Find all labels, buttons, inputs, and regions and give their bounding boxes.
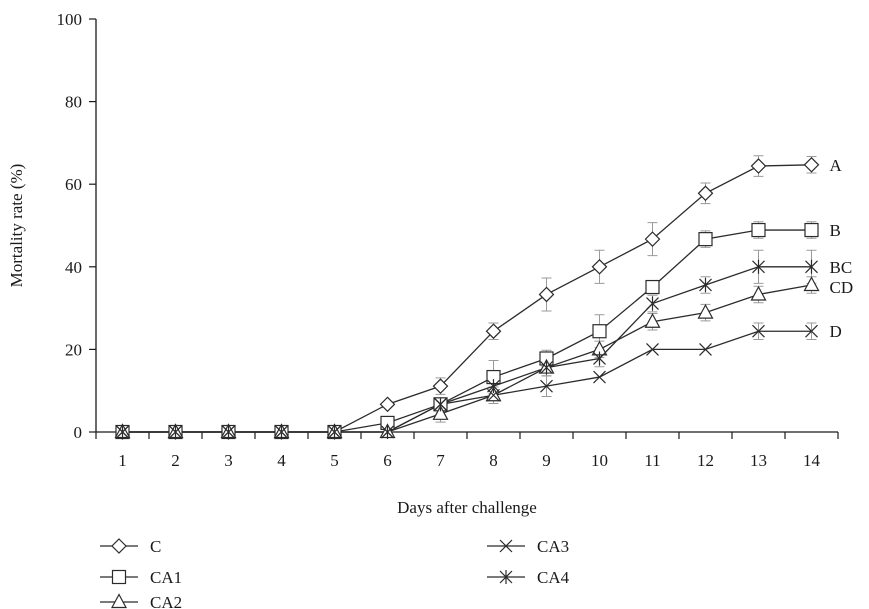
- x-tick-label: 13: [750, 451, 767, 470]
- y-tick-label: 0: [74, 423, 83, 442]
- point-ca2: [697, 303, 714, 319]
- y-tick-label: 40: [65, 258, 82, 277]
- point-c: [644, 231, 661, 247]
- point-ca3: [646, 342, 659, 356]
- point-ca4: [381, 425, 394, 439]
- point-ca4: [275, 425, 288, 439]
- y-tick-label: 20: [65, 340, 82, 359]
- x-tick-label: 8: [489, 451, 498, 470]
- legend-marker: [110, 593, 128, 609]
- point-c: [432, 378, 449, 395]
- point-c: [697, 185, 714, 202]
- point-ca3: [752, 324, 765, 338]
- point-c: [538, 286, 555, 303]
- end-label: A: [830, 156, 843, 175]
- y-tick-label: 80: [65, 93, 82, 112]
- x-tick-label: 12: [697, 451, 714, 470]
- point-ca3: [540, 379, 553, 393]
- point-ca4: [540, 360, 553, 375]
- point-ca4: [752, 259, 765, 274]
- y-tick-label: 100: [57, 10, 83, 29]
- point-ca1: [592, 324, 607, 339]
- x-tick-label: 11: [644, 451, 660, 470]
- x-tick-label: 4: [277, 451, 286, 470]
- point-ca1: [698, 232, 713, 247]
- x-tick-label: 1: [118, 451, 127, 470]
- legend-item-ca4: CA4: [487, 568, 570, 587]
- point-ca4: [487, 379, 500, 394]
- point-ca4: [328, 425, 341, 439]
- point-c: [379, 396, 396, 413]
- point-ca3: [805, 324, 818, 338]
- series-line-ca1: [122, 229, 812, 433]
- legend-marker: [499, 539, 513, 553]
- legend-label: CA4: [537, 568, 570, 587]
- series-markers: [114, 156, 820, 440]
- x-axis-label: Days after challenge: [397, 498, 537, 517]
- point-c: [750, 158, 767, 174]
- point-ca4: [169, 425, 182, 439]
- series-line-ca4: [122, 266, 812, 433]
- legend-item-ca2: CA2: [100, 593, 182, 609]
- y-tick-label: 60: [65, 175, 82, 194]
- end-label: CD: [830, 278, 854, 297]
- point-ca3: [487, 388, 500, 402]
- x-tick-label: 2: [171, 451, 180, 470]
- x-tick-label: 10: [591, 451, 608, 470]
- series-lines: [122, 164, 812, 433]
- point-ca4: [699, 277, 712, 292]
- point-ca2: [485, 386, 502, 402]
- point-ca4: [116, 425, 129, 439]
- point-ca2: [432, 405, 449, 420]
- legend-label: C: [150, 537, 161, 556]
- point-ca3: [699, 342, 712, 356]
- point-c: [591, 258, 608, 275]
- point-ca1: [645, 279, 660, 295]
- point-ca2: [750, 285, 767, 301]
- point-ca4: [434, 397, 447, 412]
- end-label: BC: [830, 258, 853, 277]
- x-tick-label: 14: [803, 451, 821, 470]
- legend-marker: [111, 569, 127, 585]
- point-ca4: [222, 425, 235, 439]
- point-ca1: [804, 222, 819, 238]
- legend-label: CA1: [150, 568, 182, 587]
- point-ca2: [803, 276, 820, 292]
- legend-item-ca1: CA1: [100, 568, 182, 587]
- end-label: D: [830, 322, 842, 341]
- legend-label: CA3: [537, 537, 569, 556]
- legend-marker: [111, 538, 127, 554]
- y-axis-label: Mortality rate (%): [7, 164, 26, 288]
- point-ca1: [751, 222, 766, 238]
- point-ca4: [593, 351, 606, 366]
- x-tick-label: 3: [224, 451, 233, 470]
- legend-item-c: C: [100, 537, 161, 556]
- legend-label: CA2: [150, 593, 182, 609]
- legend-marker: [499, 570, 513, 584]
- point-ca4: [646, 296, 659, 311]
- point-c: [803, 156, 820, 173]
- x-tick-label: 5: [330, 451, 339, 470]
- x-tick-label: 7: [436, 451, 445, 470]
- end-label: B: [830, 221, 841, 240]
- point-ca4: [805, 259, 818, 274]
- point-c: [485, 323, 502, 340]
- series-line-c: [122, 164, 812, 433]
- point-ca3: [593, 370, 606, 384]
- x-tick-label: 6: [383, 451, 392, 470]
- x-tick-label: 9: [542, 451, 551, 470]
- legend-item-ca3: CA3: [487, 537, 569, 556]
- legend: C CA1 CA2 CA3 CA4: [100, 537, 570, 609]
- point-ca2: [644, 312, 661, 328]
